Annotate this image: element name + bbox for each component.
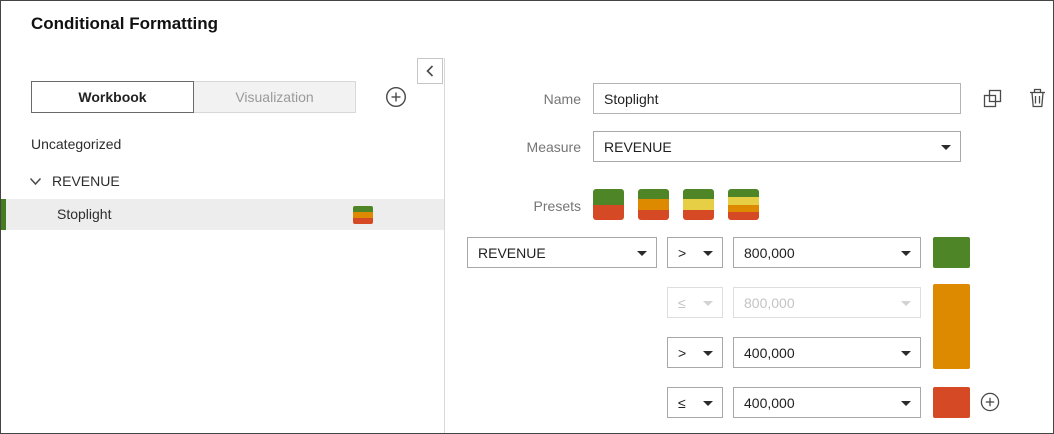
chevron-left-icon [424,64,436,78]
chevron-down-icon [901,300,911,306]
selection-indicator [1,199,6,230]
preset-stripe [728,196,759,205]
rule2-operator-dropdown: ≤ [667,287,723,318]
chevron-down-icon [941,144,951,150]
rule-measure-dropdown[interactable]: REVENUE [467,237,657,268]
rule2-value-dropdown: 800,000 [733,287,921,318]
rule4-operator-dropdown[interactable]: ≤ [667,387,723,418]
duplicate-button[interactable] [983,89,1002,108]
name-label: Name [543,91,581,107]
measure-label: Measure [526,139,581,155]
rule1-value-dropdown[interactable]: 800,000 [733,237,921,268]
chevron-down-icon [901,400,911,406]
preset-stripe [683,209,714,220]
rule1-operator-dropdown[interactable]: > [667,237,723,268]
preset-stripe [728,189,759,197]
stoplight-stripe [353,218,373,224]
chevron-down-icon [637,250,647,256]
chevron-down-icon [901,250,911,256]
rule3-operator-dropdown[interactable]: > [667,337,723,368]
dialog-title: Conditional Formatting [31,14,218,33]
preset-green-yellow-red[interactable] [683,189,714,220]
panel-divider [444,58,445,433]
rule4-value: 400,000 [744,394,795,411]
rule1-value: 800,000 [744,244,795,261]
rule4-value-dropdown[interactable]: 400,000 [733,387,921,418]
delete-button[interactable] [1029,88,1046,108]
preset-stripe [728,204,759,213]
rule2-value: 800,000 [744,294,795,311]
chevron-down-icon [29,177,42,186]
preset-green-red[interactable] [593,189,624,220]
preset-stripe [593,204,624,220]
rule3-value-dropdown[interactable]: 400,000 [733,337,921,368]
measure-dropdown[interactable]: REVENUE [593,131,961,162]
preset-stripe [638,189,669,200]
preset-stripe [593,189,624,205]
collapse-panel-button[interactable] [417,58,443,84]
rule-measure-value: REVENUE [478,244,546,261]
rule3-value: 400,000 [744,344,795,361]
preset-stripe [728,212,759,220]
rule2-color-swatch-orange[interactable] [933,284,970,369]
chevron-down-icon [703,250,713,256]
tab-workbook[interactable]: Workbook [31,81,194,113]
plus-circle-icon [980,392,1000,412]
presets-label: Presets [533,198,581,214]
chevron-down-icon [901,350,911,356]
list-item-stoplight[interactable]: Stoplight [1,199,444,230]
rule1-color-swatch-green[interactable] [933,237,970,268]
tree-group-label: REVENUE [52,173,120,189]
preset-stripe [638,199,669,210]
copy-icon [983,89,1002,108]
tab-bar: Workbook Visualization [31,81,356,113]
trash-icon [1029,88,1046,108]
preset-stripe [683,199,714,210]
chevron-down-icon [703,350,713,356]
rule4-color-swatch-red[interactable] [933,387,970,418]
list-item-label: Stoplight [57,206,112,222]
rule3-operator-value: > [678,344,687,361]
stoplight-stripe [353,212,373,218]
chevron-down-icon [703,400,713,406]
tab-visualization[interactable]: Visualization [193,81,356,113]
category-label: Uncategorized [31,136,122,152]
stoplight-stripe [353,206,373,212]
rule1-operator-value: > [678,244,687,261]
measure-dropdown-value: REVENUE [604,138,672,155]
preset-green-orange-red[interactable] [638,189,669,220]
stoplight-icon [353,206,373,224]
add-threshold-button[interactable] [980,392,1000,412]
name-input[interactable] [593,83,961,114]
preset-stripe [638,209,669,220]
rule2-operator-value: ≤ [678,294,686,311]
preset-stripe [683,189,714,200]
add-format-button[interactable] [385,86,407,108]
plus-circle-icon [385,86,407,108]
preset-green-yellow-orange-red[interactable] [728,189,759,220]
tree-group-revenue[interactable]: REVENUE [29,173,120,189]
chevron-down-icon [703,300,713,306]
rule4-operator-value: ≤ [678,394,686,411]
